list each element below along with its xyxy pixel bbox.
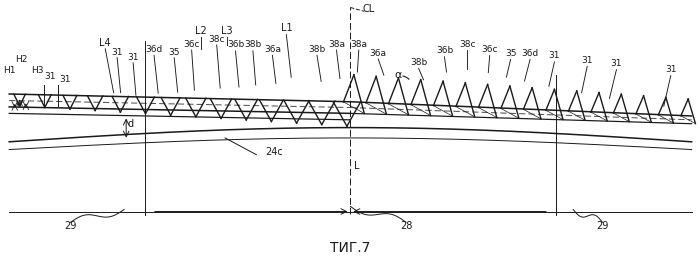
Text: 31: 31 <box>44 72 55 81</box>
Text: 38b: 38b <box>410 58 427 67</box>
Text: 38a: 38a <box>328 40 345 49</box>
Text: 36b: 36b <box>436 46 453 55</box>
Text: 36a: 36a <box>370 49 387 58</box>
Text: ΤИГ.7: ΤИГ.7 <box>330 242 370 255</box>
Text: α: α <box>394 70 402 80</box>
Text: 31: 31 <box>610 59 622 68</box>
Text: 36c: 36c <box>183 40 200 49</box>
Text: L1: L1 <box>281 23 292 33</box>
Text: L2: L2 <box>195 26 206 36</box>
Text: 36d: 36d <box>522 49 539 58</box>
Text: L3: L3 <box>221 26 233 36</box>
Text: 36c: 36c <box>482 45 498 54</box>
Text: 38a: 38a <box>350 40 368 49</box>
Text: H1: H1 <box>3 66 15 75</box>
Text: 36a: 36a <box>264 45 281 54</box>
Text: 31: 31 <box>549 51 560 61</box>
Text: H2: H2 <box>15 55 28 64</box>
Text: L: L <box>354 161 359 172</box>
Text: CL: CL <box>363 4 375 14</box>
Text: 36d: 36d <box>146 45 162 54</box>
Text: 38b: 38b <box>309 45 326 54</box>
Text: 38c: 38c <box>209 35 225 44</box>
Text: 28: 28 <box>400 221 412 231</box>
Text: 31: 31 <box>665 65 676 74</box>
Text: 31: 31 <box>59 75 71 84</box>
Text: 31: 31 <box>127 53 139 62</box>
Text: 38b: 38b <box>244 40 262 49</box>
Text: 24c: 24c <box>265 147 283 157</box>
Text: 38c: 38c <box>459 40 476 49</box>
Text: 36b: 36b <box>227 40 244 49</box>
Text: 29: 29 <box>596 221 609 231</box>
Text: 31: 31 <box>582 56 593 65</box>
Text: 35: 35 <box>505 49 517 58</box>
Text: 31: 31 <box>111 48 123 57</box>
Text: L4: L4 <box>99 37 111 47</box>
Text: H3: H3 <box>31 66 43 75</box>
Text: d: d <box>128 119 134 129</box>
Text: 35: 35 <box>169 48 180 57</box>
Text: 29: 29 <box>64 221 76 231</box>
